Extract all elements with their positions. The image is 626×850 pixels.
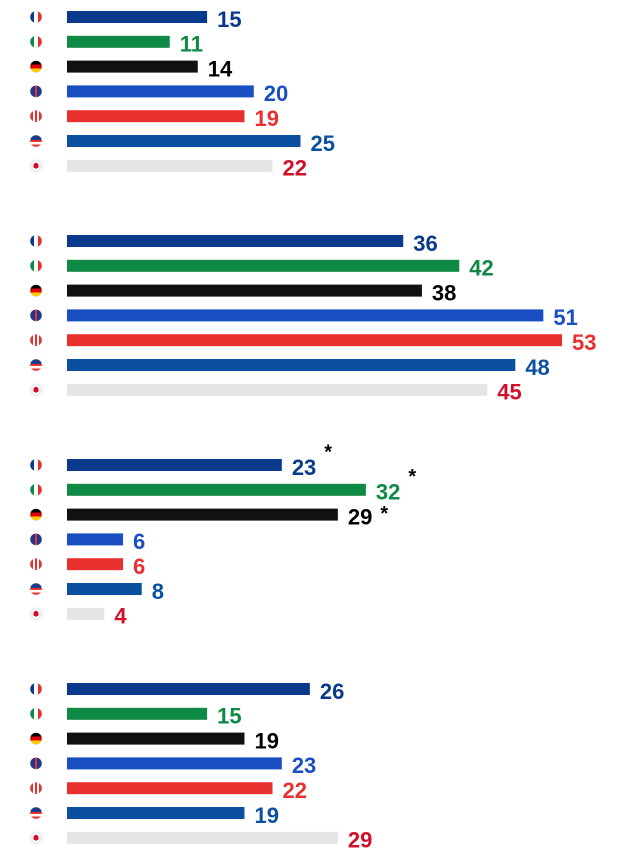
flag-icon xyxy=(29,309,43,322)
value-label: 29 xyxy=(348,828,372,850)
flag-icon xyxy=(29,134,43,148)
value-label: 22 xyxy=(282,778,306,803)
flag-icon xyxy=(29,582,43,596)
bar xyxy=(67,459,282,471)
value-label: 36 xyxy=(413,231,437,256)
annotation: * xyxy=(380,503,388,525)
bar xyxy=(67,707,208,720)
flag-icon xyxy=(29,60,43,73)
flag-icon xyxy=(29,707,43,721)
flag-icon xyxy=(29,458,43,472)
bar xyxy=(67,284,422,297)
flag-icon xyxy=(29,508,43,521)
bar xyxy=(67,583,142,595)
flag-icon xyxy=(29,35,43,49)
bar xyxy=(67,334,563,347)
value-label: 51 xyxy=(553,305,577,330)
bar xyxy=(67,732,245,745)
bar xyxy=(67,757,282,770)
value-label: 23 xyxy=(292,753,316,778)
value-label: 15 xyxy=(217,7,241,32)
bar xyxy=(67,235,404,247)
value-label: 14 xyxy=(208,56,233,81)
flag-icon xyxy=(29,732,43,745)
value-label: 42 xyxy=(469,256,493,281)
value-label: 26 xyxy=(320,679,344,704)
flag-icon xyxy=(29,358,43,372)
bar xyxy=(67,11,208,23)
flag-icon xyxy=(29,757,43,770)
value-label: 6 xyxy=(133,529,145,554)
flag-icon xyxy=(29,781,43,795)
value-label: 19 xyxy=(254,106,278,131)
value-label: 45 xyxy=(497,380,521,405)
value-label: 4 xyxy=(114,604,127,629)
value-label: 23 xyxy=(292,455,316,480)
value-label: 11 xyxy=(180,32,203,57)
flag-icon xyxy=(29,483,43,497)
bar xyxy=(67,782,273,795)
flag-icon xyxy=(29,109,43,123)
value-label: 19 xyxy=(254,728,278,753)
value-label: 48 xyxy=(525,355,549,380)
bar xyxy=(67,383,488,396)
bar xyxy=(67,807,245,819)
flag-icon xyxy=(29,607,43,621)
flag-icon xyxy=(29,284,43,297)
flag-icon xyxy=(29,533,43,546)
bar xyxy=(67,85,254,98)
bar xyxy=(67,508,338,521)
bar xyxy=(67,683,310,695)
value-label: 29 xyxy=(348,504,372,529)
bar xyxy=(67,259,460,272)
flag-icon xyxy=(29,806,43,820)
bar xyxy=(67,35,170,48)
value-label: 20 xyxy=(264,81,288,106)
flag-icon xyxy=(29,682,43,696)
bar xyxy=(67,110,245,123)
flag-icon xyxy=(29,159,43,173)
bar xyxy=(67,607,105,620)
value-label: 15 xyxy=(217,704,241,729)
value-label: 8 xyxy=(152,579,164,604)
bar xyxy=(67,483,366,496)
bar xyxy=(67,159,273,172)
flag-icon xyxy=(29,10,43,24)
value-label: 22 xyxy=(282,156,306,181)
bar xyxy=(67,135,301,147)
flag-icon xyxy=(29,831,43,845)
bar xyxy=(67,533,124,546)
value-label: 38 xyxy=(432,280,456,305)
value-label: 6 xyxy=(133,554,145,579)
bar xyxy=(67,60,198,73)
bar xyxy=(67,558,124,571)
bar xyxy=(67,309,544,322)
bar xyxy=(67,831,338,844)
annotation: * xyxy=(408,466,416,488)
bar xyxy=(67,359,516,371)
flag-icon xyxy=(29,557,43,571)
flag-icon xyxy=(29,383,43,397)
flag-icon xyxy=(29,333,43,347)
value-label: 32 xyxy=(376,480,400,505)
flag-icon xyxy=(29,85,43,98)
flag-icon xyxy=(29,234,43,248)
value-label: 53 xyxy=(572,330,596,355)
value-label: 19 xyxy=(254,803,278,828)
value-label: 25 xyxy=(311,131,335,156)
annotation: * xyxy=(324,441,332,463)
flag-icon xyxy=(29,259,43,273)
